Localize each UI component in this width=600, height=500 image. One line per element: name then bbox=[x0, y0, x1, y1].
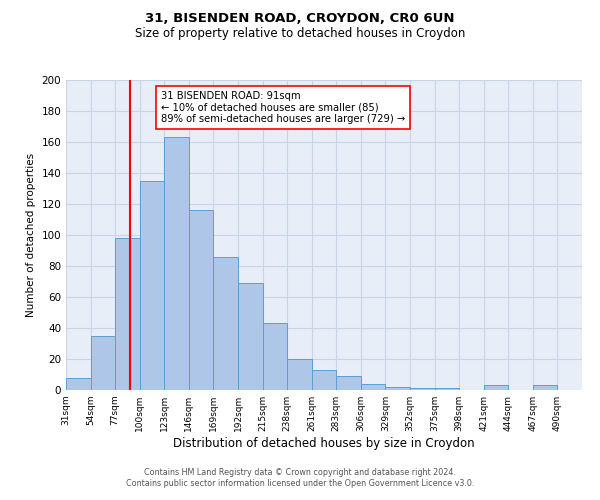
Bar bbox=[91, 336, 115, 390]
Bar bbox=[115, 238, 140, 390]
Bar bbox=[312, 370, 336, 390]
Text: 31 BISENDEN ROAD: 91sqm
← 10% of detached houses are smaller (85)
89% of semi-de: 31 BISENDEN ROAD: 91sqm ← 10% of detache… bbox=[161, 91, 406, 124]
Bar bbox=[214, 256, 238, 390]
Text: Size of property relative to detached houses in Croydon: Size of property relative to detached ho… bbox=[135, 28, 465, 40]
Bar bbox=[66, 378, 91, 390]
Bar bbox=[533, 386, 557, 390]
Bar bbox=[164, 138, 189, 390]
Y-axis label: Number of detached properties: Number of detached properties bbox=[26, 153, 36, 317]
Bar bbox=[361, 384, 385, 390]
Bar bbox=[189, 210, 214, 390]
Bar bbox=[434, 388, 459, 390]
Bar bbox=[336, 376, 361, 390]
Bar bbox=[140, 180, 164, 390]
Bar bbox=[410, 388, 434, 390]
Bar bbox=[238, 283, 263, 390]
Bar bbox=[263, 324, 287, 390]
Text: 31, BISENDEN ROAD, CROYDON, CR0 6UN: 31, BISENDEN ROAD, CROYDON, CR0 6UN bbox=[145, 12, 455, 26]
Text: Contains HM Land Registry data © Crown copyright and database right 2024.
Contai: Contains HM Land Registry data © Crown c… bbox=[126, 468, 474, 487]
Bar bbox=[385, 387, 410, 390]
Bar bbox=[287, 359, 312, 390]
X-axis label: Distribution of detached houses by size in Croydon: Distribution of detached houses by size … bbox=[173, 437, 475, 450]
Bar bbox=[484, 386, 508, 390]
